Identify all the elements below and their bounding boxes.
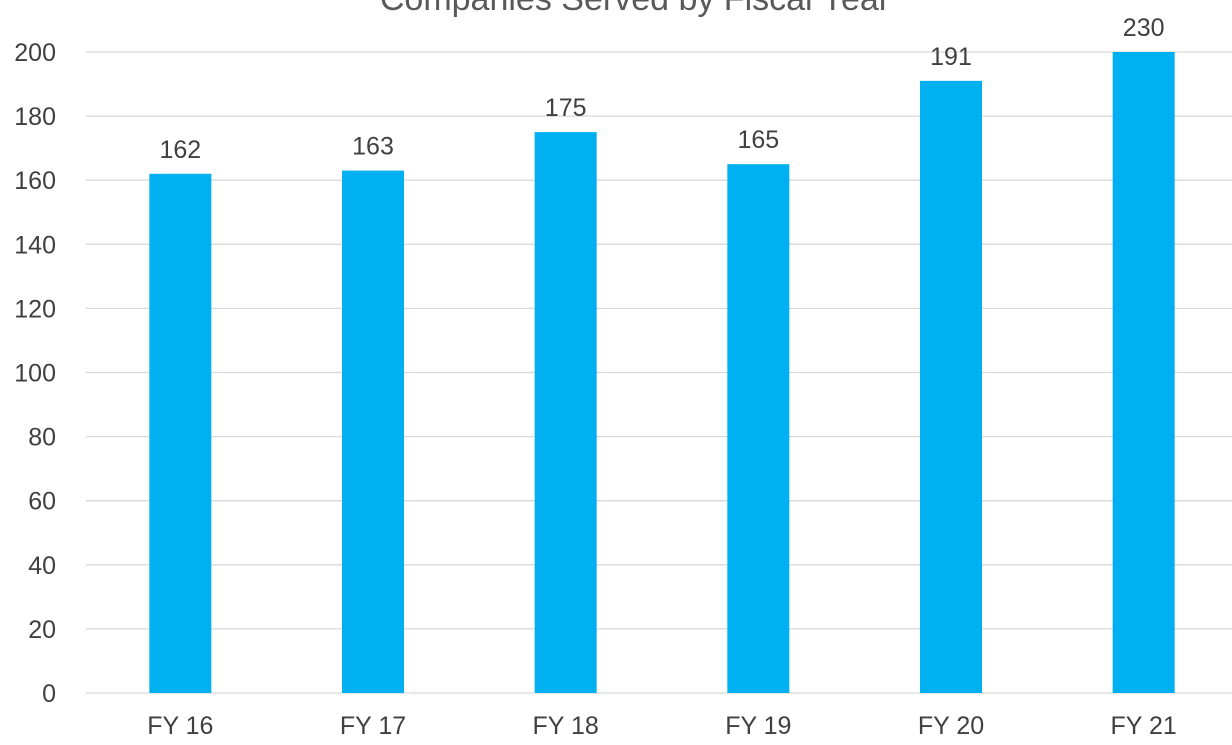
y-tick-label: 0 [42, 680, 56, 708]
bars [149, 52, 1175, 694]
gridlines [86, 51, 1232, 694]
bar [727, 164, 790, 694]
data-label: 175 [545, 94, 587, 122]
bar [1112, 52, 1175, 693]
y-tick-label: 200 [14, 39, 56, 67]
y-tick-label: 80 [28, 424, 56, 452]
y-tick-label: 120 [14, 295, 56, 323]
y-tick-label: 20 [28, 616, 56, 644]
y-axis: 0 20 40 60 80 100 120 140 160 180 200 [14, 39, 56, 708]
y-tick-label: 140 [14, 231, 56, 259]
data-label: 162 [159, 136, 201, 164]
data-labels: 162 163 175 165 191 230 [159, 14, 1164, 164]
y-tick-label: 100 [14, 360, 56, 388]
x-tick-label: FY 19 [725, 712, 791, 740]
bar [149, 173, 212, 694]
chart-title: Companies Served by Fiscal Year [380, 0, 890, 18]
x-tick-label: FY 18 [533, 712, 599, 740]
y-tick-label: 60 [28, 488, 56, 516]
bar [342, 170, 404, 693]
bar [920, 80, 982, 694]
data-label: 163 [352, 133, 394, 161]
x-axis: FY 16 FY 17 FY 18 FY 19 FY 20 FY 21 [147, 712, 1177, 740]
x-tick-label: FY 21 [1111, 712, 1177, 740]
bar [534, 132, 597, 693]
y-tick-label: 180 [14, 103, 56, 131]
x-tick-label: FY 17 [340, 712, 406, 740]
data-label: 165 [737, 126, 779, 154]
y-tick-label: 40 [28, 552, 56, 580]
x-tick-label: FY 16 [147, 712, 213, 740]
x-tick-label: FY 20 [918, 712, 984, 740]
y-tick-label: 160 [14, 167, 56, 195]
data-label: 230 [1123, 14, 1165, 42]
data-label: 191 [930, 43, 972, 71]
